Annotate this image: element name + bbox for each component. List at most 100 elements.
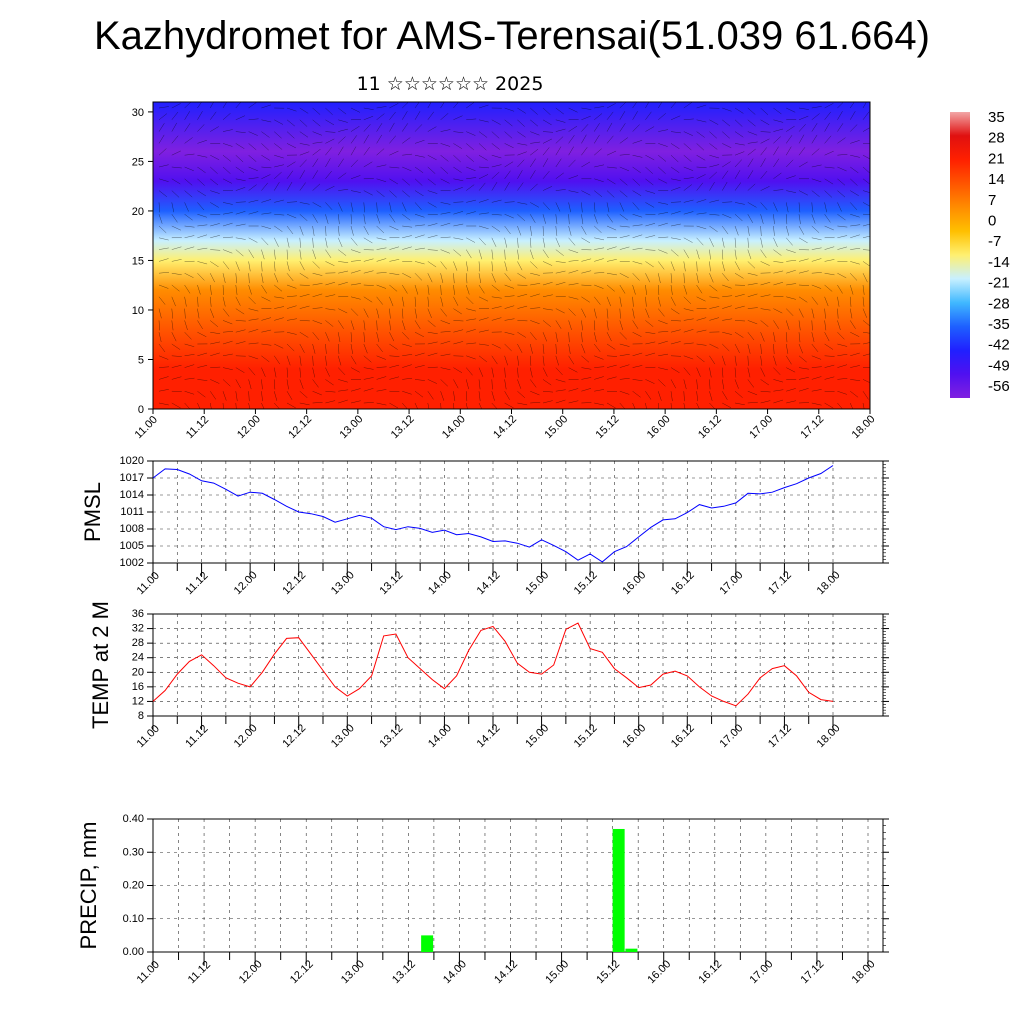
- pmsl-xtick-label: 11.00: [135, 570, 162, 597]
- pmsl-xtick-label: 18.00: [815, 569, 843, 597]
- colorbar-label: 28: [988, 130, 1005, 147]
- precip-ylabel: PRECIP, mm: [76, 822, 101, 950]
- heatmap-xtick-label: 13.12: [389, 413, 417, 441]
- heatmap-xtick-label: 18.00: [850, 413, 878, 441]
- heatmap-xtick-label: 11.12: [184, 414, 211, 441]
- temp-xtick-label: 17.00: [717, 722, 745, 750]
- temp-ytick-label: 16: [132, 681, 144, 693]
- colorbar-label: 14: [988, 171, 1005, 188]
- temp-xtick-label: 18.00: [815, 722, 843, 750]
- pmsl-xtick-label: 16.12: [669, 569, 697, 597]
- temp-ytick-label: 24: [132, 652, 144, 664]
- temp-xtick-label: 15.12: [572, 722, 600, 750]
- pmsl-grid: [152, 460, 883, 564]
- precip-xtick-label: 13.12: [390, 958, 418, 986]
- temp-ylabel: TEMP at 2 M: [88, 601, 113, 729]
- colorbar-label: 7: [988, 192, 996, 209]
- colorbar-label: 35: [988, 109, 1005, 126]
- precip-xtick-label: 17.12: [799, 958, 827, 986]
- heatmap-xtick-label: 13.00: [337, 413, 365, 441]
- colorbar-label: 0: [988, 213, 996, 230]
- precip-xtick-label: 13.00: [339, 958, 367, 986]
- temp-ytick-label: 20: [132, 666, 144, 678]
- temp-xtick-label: 13.00: [329, 722, 357, 750]
- temp-ytick-label: 8: [138, 710, 144, 722]
- temperature-field: [153, 102, 870, 409]
- heatmap-xtick-label: 12.12: [286, 413, 314, 441]
- pmsl-xtick-label: 15.12: [572, 569, 600, 597]
- temp-xtick-label: 14.00: [426, 722, 454, 750]
- pmsl-xtick-label: 13.00: [329, 569, 357, 597]
- colorbar-label: -21: [988, 275, 1010, 292]
- pmsl-xtick-label: 13.12: [377, 569, 405, 597]
- temp-xtick-label: 17.12: [766, 722, 794, 750]
- heatmap-xtick-label: 16.12: [696, 413, 724, 441]
- colorbar-label: -35: [988, 316, 1010, 333]
- pmsl-ytick-label: 1002: [120, 557, 144, 569]
- temp-ytick-label: 28: [132, 637, 144, 649]
- colorbar-label: -49: [988, 357, 1010, 374]
- temp-xtick-label: 11.12: [183, 723, 210, 750]
- precip-xtick-label: 15.00: [543, 958, 571, 986]
- heatmap-xtick-label: 14.12: [491, 413, 519, 441]
- temp-ytick-label: 36: [132, 608, 144, 620]
- colorbar: [950, 112, 970, 398]
- heatmap-ytick-label: 0: [138, 404, 144, 416]
- precip-xtick-label: 16.00: [645, 958, 673, 986]
- heatmap-xtick-label: 14.00: [440, 413, 468, 441]
- precip-xtick-label: 12.12: [288, 958, 316, 986]
- colorbar-label: -14: [988, 254, 1010, 271]
- precip-ytick-label: 0.00: [123, 946, 144, 958]
- temp-xtick-label: 12.00: [232, 722, 260, 750]
- temp-xtick-label: 14.12: [475, 722, 503, 750]
- precip-ytick-label: 0.20: [123, 880, 144, 892]
- temp-series-line: [152, 622, 834, 707]
- heatmap-ytick-label: 30: [132, 107, 144, 119]
- wind-barbs-overlay: [158, 102, 870, 409]
- temp-grid: [152, 613, 883, 717]
- pmsl-ytick-label: 1017: [120, 472, 144, 484]
- precip-xtick-label: 18.00: [850, 958, 878, 986]
- pmsl-ytick-label: 1014: [120, 489, 144, 501]
- pmsl-xtick-label: 17.12: [766, 569, 794, 597]
- pmsl-xtick-label: 12.12: [280, 569, 308, 597]
- precip-xtick-label: 17.00: [747, 958, 775, 986]
- colorbar-label: -7: [988, 233, 1001, 250]
- pmsl-ytick-label: 1008: [120, 523, 144, 535]
- pmsl-xtick-label: 16.00: [620, 569, 648, 597]
- precip-xtick-label: 12.00: [237, 958, 265, 986]
- precip-ytick-label: 0.40: [123, 813, 144, 825]
- heatmap-xtick-label: 17.00: [747, 413, 775, 441]
- precip-xtick-label: 11.00: [135, 959, 162, 986]
- pmsl-ytick-label: 1020: [120, 455, 144, 467]
- precip-ytick-label: 0.10: [123, 913, 144, 925]
- heatmap-xtick-label: 16.00: [645, 413, 673, 441]
- precip-xtick-label: 14.00: [441, 958, 469, 986]
- colorbar-label: -42: [988, 337, 1010, 354]
- temp-xtick-label: 11.00: [135, 723, 162, 750]
- precip-bar: [612, 828, 625, 952]
- pmsl-xtick-label: 17.00: [717, 569, 745, 597]
- precip-ytick-label: 0.30: [123, 846, 144, 858]
- colorbar-label: 21: [988, 150, 1005, 167]
- temp-xtick-label: 13.12: [377, 722, 405, 750]
- heatmap-xtick-label: 12.00: [235, 413, 263, 441]
- precip-xtick-label: 14.12: [492, 958, 520, 986]
- heatmap-ytick-label: 25: [132, 156, 144, 168]
- heatmap-ytick-label: 5: [138, 354, 144, 366]
- pmsl-ylabel: PMSL: [80, 482, 105, 542]
- pmsl-xtick-label: 12.00: [232, 569, 260, 597]
- page-title: Kazhydromet for AMS-Terensai(51.039 61.6…: [94, 14, 930, 58]
- pmsl-xtick-label: 14.12: [475, 569, 503, 597]
- precip-xtick-label: 15.12: [594, 958, 622, 986]
- heatmap-ytick-label: 15: [132, 255, 144, 267]
- temp-ytick-label: 12: [132, 695, 144, 707]
- temp-xtick-label: 15.00: [523, 722, 551, 750]
- pmsl-xtick-label: 11.12: [183, 570, 210, 597]
- pmsl-xtick-label: 14.00: [426, 569, 454, 597]
- colorbar-label: -28: [988, 295, 1010, 312]
- precip-xtick-label: 11.12: [186, 959, 213, 986]
- precip-bar: [625, 948, 638, 952]
- heatmap-xtick-label: 17.12: [798, 413, 826, 441]
